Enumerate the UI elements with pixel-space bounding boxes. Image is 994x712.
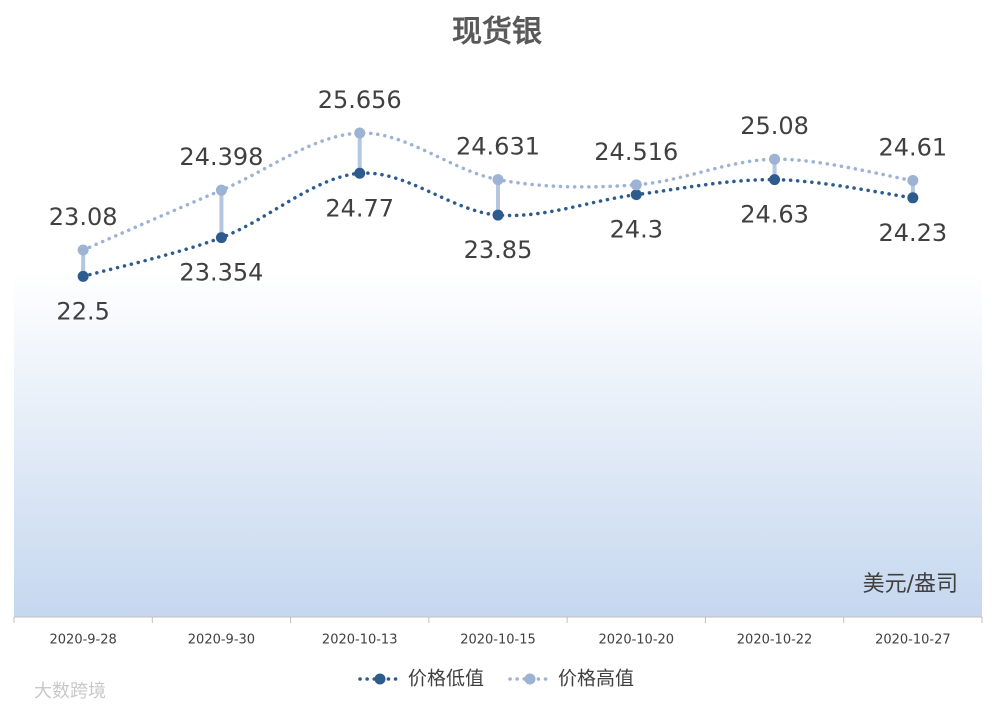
data-label: 23.354 (179, 259, 263, 287)
x-tick-label: 2020-10-20 (599, 633, 675, 648)
marker (354, 127, 366, 139)
high-low-line (81, 250, 86, 277)
marker (907, 192, 919, 204)
legend-label: 价格低值 (408, 668, 484, 690)
data-label: 25.08 (740, 112, 809, 140)
marker (907, 175, 919, 187)
x-tick-label: 2020-9-28 (50, 633, 117, 648)
legend-marker (524, 673, 536, 685)
marker (630, 189, 642, 201)
data-label: 24.77 (325, 194, 394, 222)
data-label: 22.5 (56, 297, 109, 325)
data-label: 25.656 (318, 86, 402, 114)
x-tick-label: 2020-10-27 (875, 633, 951, 648)
watermark: 大数跨境 (34, 681, 106, 702)
high-low-line (910, 180, 915, 198)
data-label: 23.85 (464, 236, 533, 264)
chart-title: 现货银 (452, 15, 542, 50)
marker (77, 244, 89, 256)
data-label: 24.23 (878, 219, 947, 247)
data-label: 23.08 (49, 203, 118, 231)
high-low-line (357, 133, 362, 174)
data-label: 24.61 (878, 134, 947, 162)
legend-label: 价格高值 (558, 668, 634, 690)
marker (492, 174, 504, 186)
marker (354, 167, 366, 179)
high-low-line (219, 190, 224, 238)
high-low-line (772, 159, 777, 180)
x-tick-label: 2020-9-30 (188, 633, 255, 648)
x-tick-label: 2020-10-15 (460, 633, 536, 648)
legend-marker (374, 673, 386, 685)
data-label: 24.516 (594, 138, 678, 166)
x-tick-label: 2020-10-22 (737, 633, 813, 648)
marker (77, 270, 89, 282)
high-low-line (496, 179, 500, 216)
marker (769, 153, 781, 165)
data-label: 24.398 (179, 143, 263, 171)
unit-label: 美元/盎司 (863, 572, 958, 597)
marker (769, 174, 781, 186)
marker (492, 209, 504, 221)
plot-area (14, 60, 982, 617)
data-label: 24.63 (740, 201, 809, 229)
marker (630, 179, 642, 191)
x-tick-label: 2020-10-13 (322, 633, 398, 648)
data-label: 24.631 (456, 133, 540, 161)
marker (215, 184, 227, 196)
data-label: 24.3 (610, 216, 663, 244)
marker (215, 232, 227, 244)
